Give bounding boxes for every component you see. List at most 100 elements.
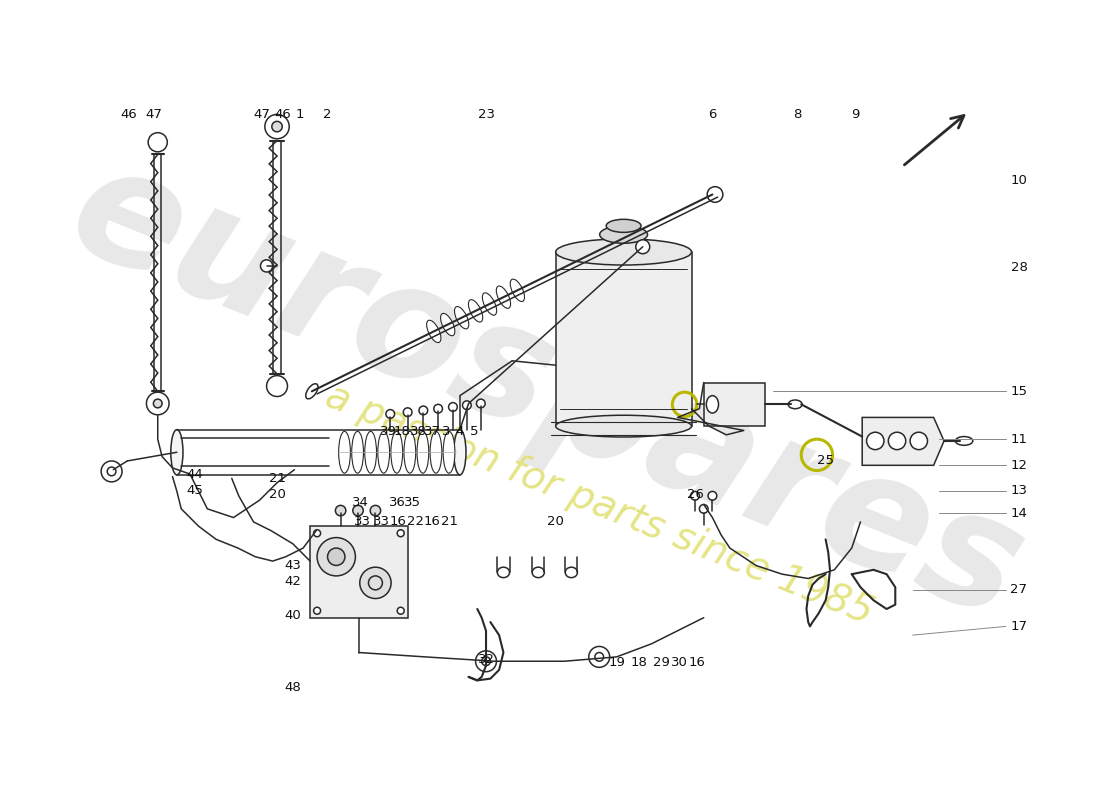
Text: 4: 4 [455,425,464,438]
Circle shape [386,410,395,418]
Circle shape [708,491,717,500]
Ellipse shape [377,431,389,473]
Circle shape [867,432,884,450]
Ellipse shape [483,293,496,315]
Circle shape [910,432,927,450]
Ellipse shape [365,431,376,473]
Text: 25: 25 [817,454,834,467]
Circle shape [314,607,320,614]
Circle shape [449,402,458,411]
Text: 16: 16 [689,657,705,670]
Ellipse shape [404,431,416,473]
Circle shape [404,408,412,417]
Circle shape [265,114,289,138]
Circle shape [266,376,287,397]
Text: 10: 10 [1011,174,1027,187]
Text: 20: 20 [268,487,286,501]
Circle shape [476,399,485,408]
Circle shape [397,607,404,614]
Circle shape [691,491,700,500]
Text: 42: 42 [284,574,301,588]
Ellipse shape [706,396,718,413]
Circle shape [146,392,169,415]
Text: 5: 5 [470,425,478,438]
Text: 47: 47 [145,108,162,121]
Text: 13: 13 [1011,484,1027,497]
Text: 37: 37 [424,425,440,438]
Circle shape [707,186,723,202]
Text: 18: 18 [630,657,648,670]
Text: 6: 6 [708,108,716,121]
Ellipse shape [417,431,429,473]
Text: 3: 3 [442,425,450,438]
Polygon shape [862,418,944,466]
Text: a passion for parts since 1985: a passion for parts since 1985 [320,377,879,632]
Text: 19: 19 [608,657,625,670]
Circle shape [475,650,496,672]
Ellipse shape [430,431,442,473]
Text: eurospares: eurospares [50,130,1044,652]
Text: 17: 17 [1011,620,1027,633]
Circle shape [360,567,392,598]
Circle shape [101,461,122,482]
Text: 9: 9 [851,108,859,121]
Text: 23: 23 [477,108,495,121]
Ellipse shape [789,400,802,409]
Text: 44: 44 [187,468,204,482]
Ellipse shape [170,430,183,475]
Circle shape [148,133,167,152]
Text: 26: 26 [686,487,703,501]
Text: 12: 12 [1011,459,1027,472]
Circle shape [397,530,404,537]
Text: 30: 30 [671,657,688,670]
Ellipse shape [600,226,648,243]
Text: 45: 45 [187,484,204,497]
Text: 39: 39 [381,425,397,438]
Text: 46: 46 [274,108,290,121]
Text: 36: 36 [388,496,406,510]
Ellipse shape [496,286,510,308]
Circle shape [314,530,320,537]
Text: 20: 20 [547,515,564,529]
Circle shape [272,122,283,132]
Text: 18: 18 [394,425,411,438]
Text: 29: 29 [653,657,670,670]
Ellipse shape [454,430,466,475]
Text: 16: 16 [389,515,407,529]
Ellipse shape [352,431,363,473]
Circle shape [700,505,708,514]
Ellipse shape [956,437,972,446]
Bar [556,252,692,426]
Text: 34: 34 [352,496,370,510]
Text: 8: 8 [793,108,802,121]
Text: 48: 48 [284,681,301,694]
Ellipse shape [556,415,692,437]
Text: 28: 28 [1011,261,1027,274]
Circle shape [419,406,428,415]
Circle shape [371,506,381,516]
Text: 16: 16 [424,515,440,529]
Circle shape [433,404,442,413]
Circle shape [636,240,650,254]
Text: 47: 47 [253,108,270,121]
Text: 15: 15 [1011,385,1027,398]
Polygon shape [704,382,764,426]
Ellipse shape [454,306,469,329]
Circle shape [153,399,162,408]
Text: 27: 27 [1011,583,1027,596]
Text: 33: 33 [354,515,371,529]
Text: 22: 22 [407,515,424,529]
Text: 32: 32 [477,653,495,666]
Circle shape [328,548,345,566]
Text: 14: 14 [1011,506,1027,520]
Text: 40: 40 [284,610,301,622]
Circle shape [261,260,273,272]
Circle shape [317,538,355,576]
Ellipse shape [443,431,455,473]
Ellipse shape [606,219,641,232]
Ellipse shape [390,431,403,473]
Text: 38: 38 [409,425,427,438]
Text: 11: 11 [1011,433,1027,446]
Text: 46: 46 [121,108,138,121]
Circle shape [588,646,609,667]
